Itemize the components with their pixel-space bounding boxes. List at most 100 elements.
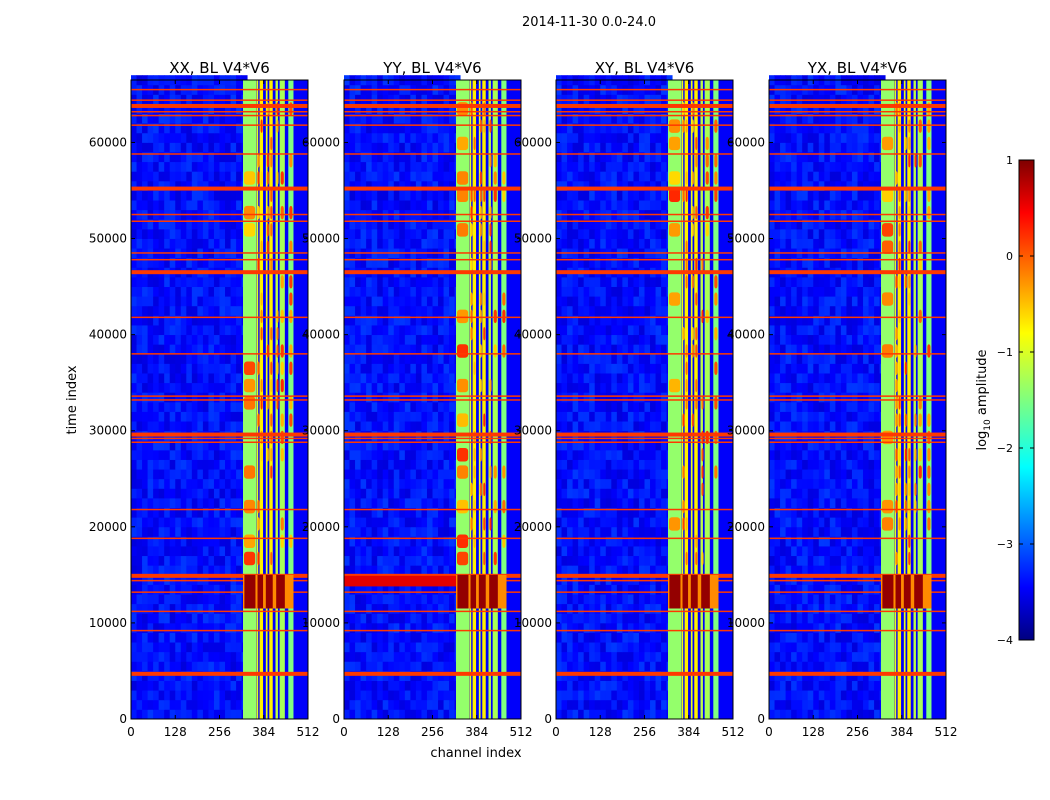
heatmap-cell: [404, 536, 411, 547]
heatmap-cell: [360, 536, 367, 547]
heatmap-cell: [449, 709, 456, 720]
heatmap-cell: [426, 555, 433, 566]
heatmap-cell: [622, 132, 629, 143]
heatmap-cell: [355, 565, 361, 576]
heatmap-cell: [572, 622, 579, 633]
heatmap-cell: [605, 613, 612, 624]
heatmap-cell: [638, 546, 645, 557]
heatmap-cell: [605, 382, 612, 393]
heatmap-cell: [371, 373, 378, 384]
heatmap-cell: [594, 200, 601, 211]
heatmap-cell: [136, 334, 143, 345]
heatmap-cell: [840, 594, 847, 605]
heatmap-cell: [655, 690, 662, 701]
heatmap-cell: [208, 584, 215, 595]
heatmap-cell: [377, 286, 384, 297]
heatmap-cell: [627, 132, 634, 143]
heatmap-cell: [197, 469, 204, 480]
heatmap-cell: [655, 325, 662, 336]
heatmap-cell: [627, 123, 634, 134]
heatmap-cell: [225, 536, 231, 547]
heatmap-cell: [410, 670, 417, 681]
heatmap-cell: [191, 469, 198, 480]
heatmap-cell: [561, 421, 568, 432]
heatmap-cell: [382, 190, 389, 201]
heatmap-cell: [449, 305, 456, 316]
heatmap-cell: [202, 238, 209, 249]
heatmap-cell: [561, 661, 568, 672]
heatmap-cell: [572, 373, 579, 384]
heatmap-cell: [180, 594, 187, 605]
heatmap-cell: [208, 670, 215, 681]
heatmap-cell: [169, 622, 176, 633]
heatmap-cell: [410, 325, 417, 336]
band-blob: [244, 396, 256, 410]
heatmap-cell: [169, 171, 176, 182]
heatmap-cell: [377, 497, 384, 509]
band-blob: [289, 292, 293, 306]
heatmap-cell: [449, 104, 456, 115]
heatmap-cell: [349, 411, 356, 422]
heatmap-cell: [236, 421, 243, 432]
heatmap-cell: [399, 180, 406, 191]
heatmap-cell: [158, 469, 165, 480]
heatmap-cell: [605, 171, 612, 182]
heatmap-cell: [589, 651, 596, 662]
heatmap-cell: [371, 104, 378, 115]
heatmap-cell: [616, 699, 623, 710]
heatmap-cell: [355, 526, 361, 537]
heatmap-cell: [443, 603, 450, 614]
heatmap-cell: [186, 171, 193, 182]
heatmap-cell: [191, 401, 198, 412]
heatmap-cell: [438, 142, 444, 153]
heatmap-cell: [186, 565, 193, 576]
heatmap-cell: [572, 699, 579, 710]
heatmap-cell: [556, 104, 562, 115]
heatmap-cell: [158, 180, 165, 191]
heatmap-cell: [225, 392, 231, 403]
heatmap-cell: [382, 305, 389, 316]
heatmap-cell: [438, 113, 444, 124]
heatmap-cell: [638, 690, 645, 701]
heatmap-cell: [410, 459, 417, 470]
heatmap-cell: [443, 555, 450, 566]
heatmap-cell: [421, 305, 428, 316]
heatmap-cell: [388, 363, 395, 374]
heatmap-cell: [158, 238, 165, 249]
heatmap-cell: [236, 536, 243, 547]
heatmap-cell: [644, 334, 651, 345]
heatmap-cell: [208, 104, 215, 115]
heatmap-cell: [438, 507, 444, 518]
heatmap-cell: [627, 469, 634, 480]
heatmap-cell: [393, 709, 400, 720]
heatmap-cell: [175, 180, 182, 191]
band-blob: [714, 153, 718, 168]
heatmap-cell: [164, 661, 171, 672]
heatmap-cell: [202, 449, 209, 460]
heatmap-cell: [415, 488, 422, 499]
band-blob: [289, 361, 293, 375]
heatmap-cell: [627, 363, 634, 374]
heatmap-cell: [857, 699, 864, 710]
heatmap-cell: [147, 507, 154, 518]
heatmap-cell: [230, 401, 237, 412]
heatmap-cell: [225, 709, 231, 720]
heatmap-cell: [236, 565, 243, 576]
heatmap-cell: [230, 305, 237, 316]
heatmap-cell: [638, 171, 645, 182]
heatmap-cell: [655, 334, 662, 345]
band-blob: [479, 223, 482, 237]
heatmap-cell: [638, 680, 645, 691]
heatmap-cell: [589, 123, 596, 134]
heatmap-cell: [360, 161, 367, 172]
heatmap-cell: [213, 497, 220, 509]
heatmap-cell: [589, 507, 596, 518]
flagged-row: [556, 441, 733, 444]
heatmap-cell: [131, 440, 137, 451]
heatmap-cell: [616, 161, 623, 172]
band-blob: [276, 378, 279, 393]
heatmap-cell: [136, 161, 143, 172]
heatmap-cell: [147, 411, 154, 422]
heatmap-cell: [556, 565, 562, 576]
heatmap-cell: [863, 651, 869, 662]
